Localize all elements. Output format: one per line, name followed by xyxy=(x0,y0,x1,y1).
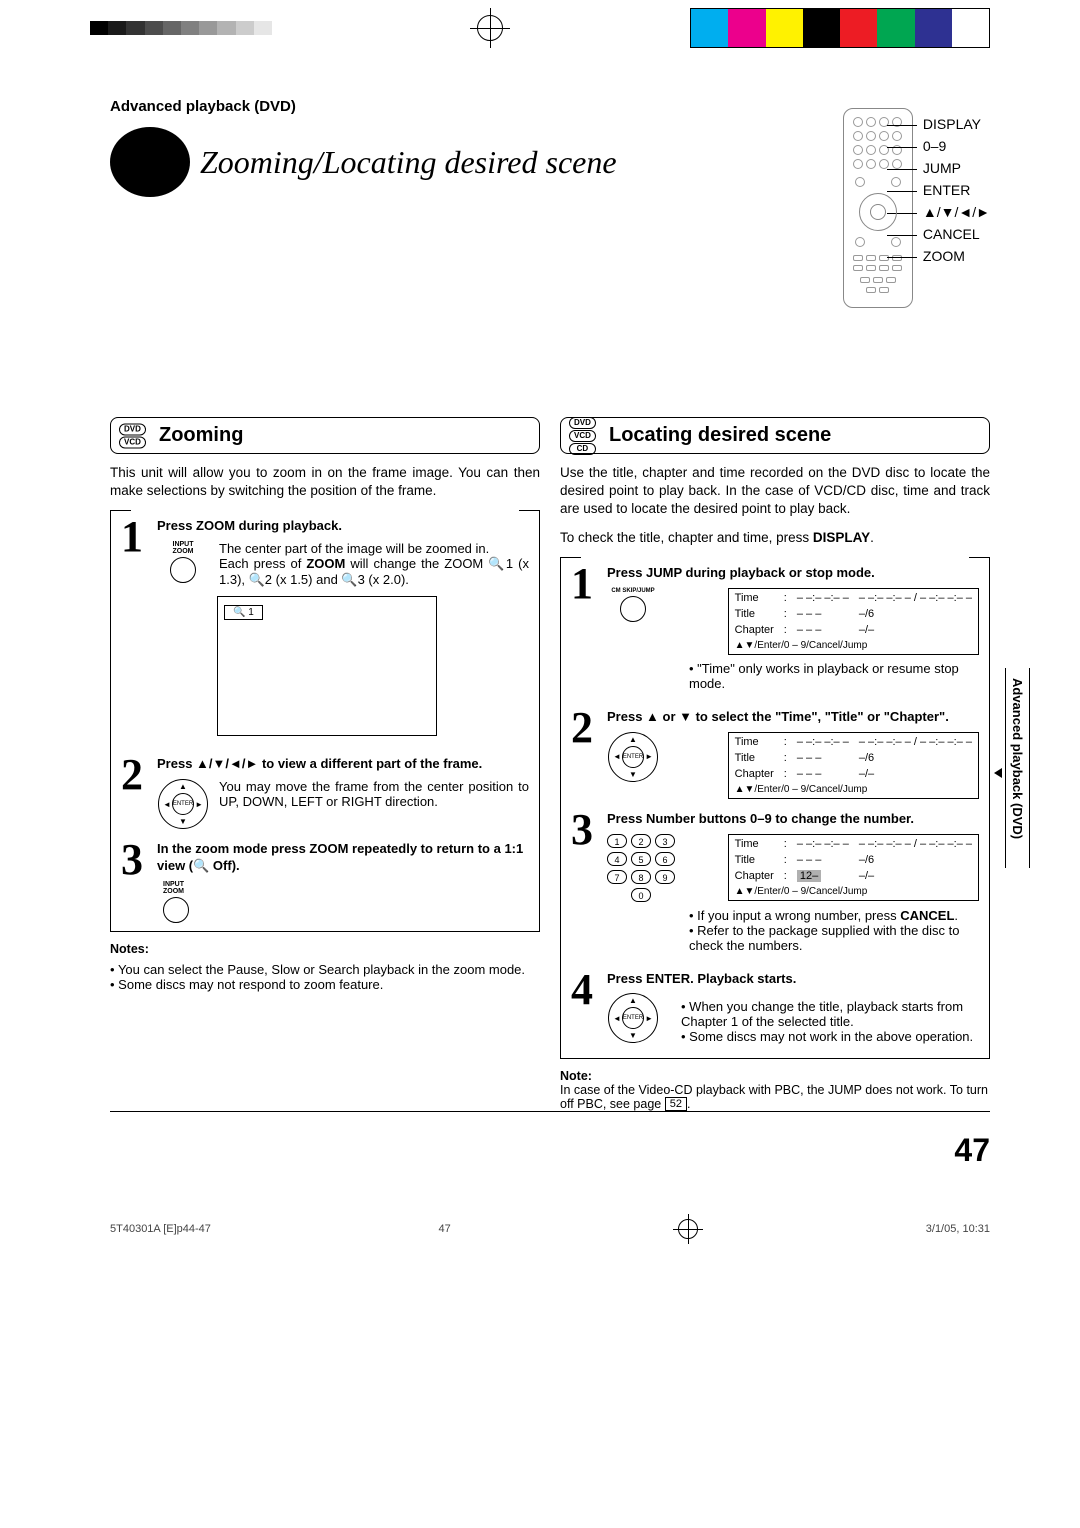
grayscale-swatch xyxy=(90,21,290,35)
jump-button-icon: CM SKIP/JUMP xyxy=(607,588,659,622)
zooming-column: DVD VCD Zooming This unit will allow you… xyxy=(110,417,540,1111)
page-reference: 52 xyxy=(665,1097,687,1111)
registration-mark-icon xyxy=(678,1219,698,1239)
remote-label: 0–9 xyxy=(923,138,990,154)
zooming-intro: This unit will allow you to zoom in on t… xyxy=(110,464,540,500)
locating-step-3: 3 Press Number buttons 0–9 to change the… xyxy=(571,811,979,959)
step-number: 2 xyxy=(571,709,599,799)
step-number: 3 xyxy=(571,811,599,959)
number-pad-icon: 123 456 789 0 xyxy=(607,834,675,902)
step-text: The center part of the image will be zoo… xyxy=(219,541,529,556)
locating-step-4: 4 Press ENTER. Playback starts. ▲▼ ◄► EN… xyxy=(571,971,979,1051)
zooming-heading-text: Zooming xyxy=(159,424,243,446)
osd-display: Time:– –:– –:– –– –:– –:– – / – –:– –:– … xyxy=(728,588,979,655)
page-title: Zooming/Locating desired scene xyxy=(150,144,617,181)
locating-heading-text: Locating desired scene xyxy=(609,424,831,446)
side-tab: Advanced playback (DVD) xyxy=(1005,668,1030,868)
notes-heading: Notes: xyxy=(110,942,540,956)
note-item: When you change the title, playback star… xyxy=(681,999,979,1029)
step-title: In the zoom mode press ZOOM repeatedly t… xyxy=(157,841,529,875)
locating-heading: DVD VCD CD Locating desired scene xyxy=(560,417,990,454)
step-number: 1 xyxy=(571,565,599,697)
zooming-notes: Notes: You can select the Pause, Slow or… xyxy=(110,942,540,992)
disc-type-badges: DVD VCD xyxy=(119,423,146,448)
step-text: Each press of ZOOM will change the ZOOM … xyxy=(219,556,529,588)
osd-display: Time:– –:– –:– –– –:– –:– – / – –:– –:– … xyxy=(728,834,979,901)
zoom-button-icon: INPUT ZOOM xyxy=(163,881,529,923)
disc-type-badges: DVD VCD CD xyxy=(569,417,596,455)
locating-column: DVD VCD CD Locating desired scene Use th… xyxy=(560,417,990,1111)
zooming-steps-frame: 1 Press ZOOM during playback. INPUT ZOOM… xyxy=(110,510,540,932)
note-text: In case of the Video-CD playback with PB… xyxy=(560,1083,990,1111)
step-title: Press ENTER. Playback starts. xyxy=(607,971,979,988)
remote-label: JUMP xyxy=(923,160,990,176)
zoom-button-icon: INPUT ZOOM xyxy=(157,541,209,583)
remote-illustration: DISPLAY 0–9 JUMP ENTER ▲/▼/◄/► CANCEL ZOOM xyxy=(843,108,990,308)
locating-steps-frame: 1 Press JUMP during playback or stop mod… xyxy=(560,557,990,1060)
zoom-level-tag: 🔍 1 xyxy=(224,605,263,620)
title-bullet-icon xyxy=(110,127,190,197)
zooming-step-2: 2 Press ▲/▼/◄/► to view a different part… xyxy=(121,756,529,829)
vcd-badge: VCD xyxy=(569,430,596,442)
note-item: Some discs may not work in the above ope… xyxy=(681,1029,979,1044)
page-number: 47 xyxy=(110,1132,990,1169)
locating-note: Note: In case of the Video-CD playback w… xyxy=(560,1069,990,1111)
registration-mark-icon xyxy=(477,15,503,41)
step-number: 1 xyxy=(121,518,149,744)
note-item: You can select the Pause, Slow or Search… xyxy=(110,962,540,977)
dpad-icon: ▲▼ ◄► ENTER xyxy=(608,732,658,782)
step-title: Press ▲/▼/◄/► to view a different part o… xyxy=(157,756,529,773)
step-title: Press ▲ or ▼ to select the "Time", "Titl… xyxy=(607,709,979,726)
zooming-step-1: 1 Press ZOOM during playback. INPUT ZOOM… xyxy=(121,518,529,744)
step-number: 3 xyxy=(121,841,149,923)
remote-control-icon xyxy=(843,108,913,308)
page-number-block: 47 xyxy=(110,1111,990,1169)
color-swatch xyxy=(690,8,990,48)
step-title: Press JUMP during playback or stop mode. xyxy=(607,565,979,582)
remote-label: ZOOM xyxy=(923,248,990,264)
zooming-step-3: 3 In the zoom mode press ZOOM repeatedly… xyxy=(121,841,529,923)
notes-heading: Note: xyxy=(560,1069,990,1083)
osd-display: Time:– –:– –:– –– –:– –:– – / – –:– –:– … xyxy=(728,732,979,799)
vcd-badge: VCD xyxy=(119,436,146,448)
step-title: Press Number buttons 0–9 to change the n… xyxy=(607,811,979,828)
cd-badge: CD xyxy=(569,443,596,455)
step-number: 2 xyxy=(121,756,149,829)
print-footer: 5T40301A [E]p44-47 47 3/1/05, 10:31 xyxy=(0,1199,1080,1259)
dpad-icon xyxy=(859,193,897,231)
step-title: Press ZOOM during playback. xyxy=(157,518,529,535)
note-item: If you input a wrong number, press CANCE… xyxy=(689,908,979,923)
locating-step-1: 1 Press JUMP during playback or stop mod… xyxy=(571,565,979,697)
zooming-heading: DVD VCD Zooming xyxy=(110,417,540,454)
step-number: 4 xyxy=(571,971,599,1051)
note-item: Some discs may not respond to zoom featu… xyxy=(110,977,540,992)
note-item: Refer to the package supplied with the d… xyxy=(689,923,979,953)
step-text: You may move the frame from the center p… xyxy=(219,779,529,809)
dpad-icon: ▲▼ ◄► ENTER xyxy=(608,993,658,1043)
footer-date: 3/1/05, 10:31 xyxy=(926,1223,990,1235)
print-registration-bar xyxy=(0,0,1080,48)
remote-label-list: DISPLAY 0–9 JUMP ENTER ▲/▼/◄/► CANCEL ZOOM xyxy=(923,108,990,308)
step-bullet: "Time" only works in playback or resume … xyxy=(689,661,979,691)
footer-filename: 5T40301A [E]p44-47 xyxy=(110,1223,211,1235)
remote-label: CANCEL xyxy=(923,226,990,242)
footer-page: 47 xyxy=(438,1223,450,1235)
locating-step-2: 2 Press ▲ or ▼ to select the "Time", "Ti… xyxy=(571,709,979,799)
dvd-badge: DVD xyxy=(119,423,146,435)
locating-intro-2: To check the title, chapter and time, pr… xyxy=(560,529,990,547)
remote-label: DISPLAY xyxy=(923,116,990,132)
remote-label: ENTER xyxy=(923,182,990,198)
dpad-icon: ▲▼ ◄► ENTER xyxy=(158,779,208,829)
zoom-preview-box: 🔍 1 xyxy=(217,596,437,736)
locating-intro: Use the title, chapter and time recorded… xyxy=(560,464,990,519)
remote-label: ▲/▼/◄/► xyxy=(923,204,990,220)
dvd-badge: DVD xyxy=(569,417,596,429)
